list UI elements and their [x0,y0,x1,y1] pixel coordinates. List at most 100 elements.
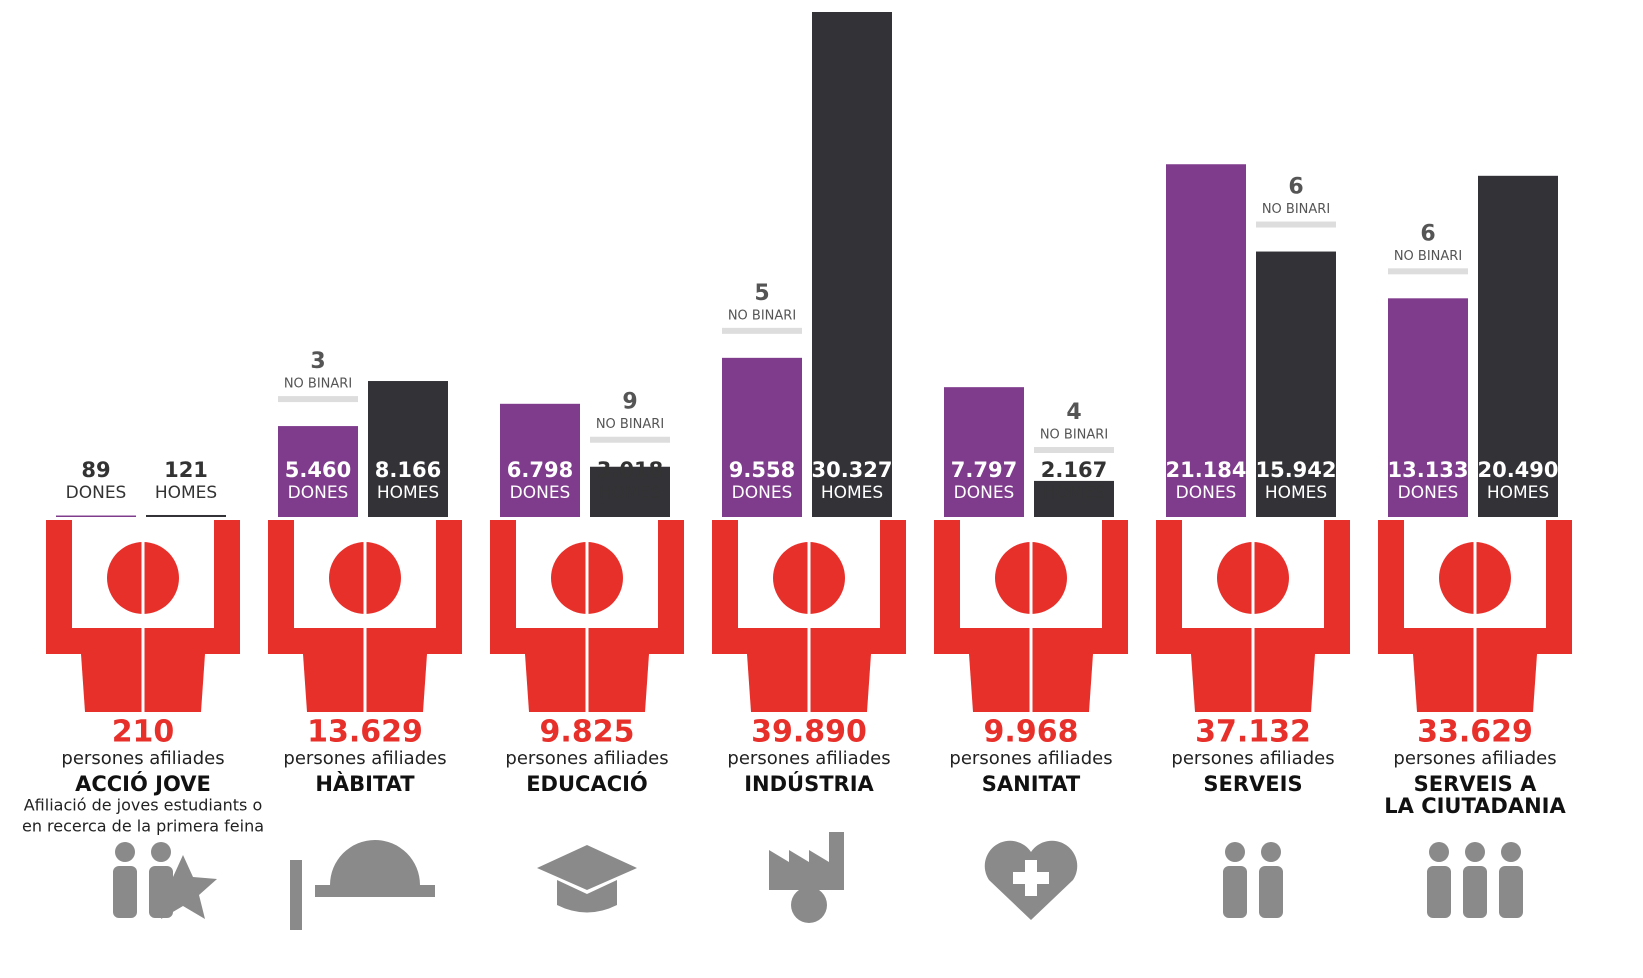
value-label: 2.167 [1041,458,1107,482]
total-caption: persones afiliades [505,748,668,769]
icon-body [1259,866,1283,918]
figure [490,520,684,712]
total-caption: persones afiliades [949,748,1112,769]
value-label: 21.184 [1165,458,1246,482]
category-line: SERVEIS A [1414,772,1537,796]
icon-tool [290,860,302,930]
figure-arm [934,520,960,640]
series-label: HOMES [1265,483,1327,503]
series-label: HOMES [377,483,439,503]
bar [812,12,892,517]
bar [146,515,226,517]
figure [1156,520,1350,712]
sector-icon [1427,842,1523,918]
category-label: HÀBITAT [315,771,415,796]
icon-head [151,842,171,862]
sector-icon [769,832,844,923]
figure-arm [1378,520,1404,640]
figure [46,520,240,712]
total-value: 37.132 [1195,715,1311,750]
total-value: 9.968 [984,715,1079,750]
value-label: 13.133 [1387,458,1468,482]
category-label: ACCIÓ JOVE [75,771,211,796]
icon-body [1427,866,1451,918]
value-label: 7.797 [951,458,1017,482]
category-label: SERVEIS [1203,772,1302,796]
icon-helmet [315,840,435,897]
bar [56,516,136,517]
figure-arm [268,520,294,640]
no-binari-label: NO BINARI [728,308,796,323]
no-binari-label: NO BINARI [596,417,664,432]
series-label: DONES [510,483,571,503]
icon-factory [769,832,844,890]
icon-cap [537,845,637,913]
category-line: LA CIUTADANIA [1384,794,1566,818]
icon-head [1465,842,1485,862]
icon-body [1223,866,1247,918]
icon-gear [791,887,827,923]
no-binari-label: NO BINARI [284,377,352,392]
category-label: INDÚSTRIA [744,771,874,796]
no-binari-underline [1256,222,1336,228]
figure-arm [46,520,72,640]
series-label: DONES [732,483,793,503]
total-caption: persones afiliades [727,748,890,769]
icon-body [1499,866,1523,918]
figure-arm [880,520,906,640]
annotation: Afiliació de joves estudiants o [24,796,263,815]
total-value: 13.629 [307,715,423,750]
figure-arm [1324,520,1350,640]
no-binari-underline [278,396,358,402]
total-caption: persones afiliades [1393,748,1556,769]
series-label: HOMES [155,483,217,503]
annotation: en recerca de la primera feina [22,817,264,836]
series-label: HOMES [1043,483,1105,503]
sector-icon [1223,842,1283,918]
value-label: 9.558 [729,458,795,482]
series-label: DONES [954,483,1015,503]
no-binari-underline [590,437,670,443]
value-label: 121 [164,458,208,482]
no-binari-value: 9 [622,390,637,415]
no-binari-value: 6 [1288,175,1303,200]
value-label: 89 [81,458,110,482]
chart: 89DONES121HOMES210persones afiliadesACCI… [0,0,1643,978]
figure-arm [490,520,516,640]
icon-head [1225,842,1245,862]
figure [712,520,906,712]
figure-arm [712,520,738,640]
figure-arm [1102,520,1128,640]
series-label: DONES [1176,483,1237,503]
no-binari-value: 3 [310,349,325,374]
sector-icon [113,842,217,919]
total-value: 9.825 [540,715,635,750]
total-value: 33.629 [1417,715,1533,750]
page: {"chart_data": {"type": "bar", "categori… [0,0,1643,978]
value-label: 8.166 [375,458,441,482]
sector-icon [537,845,637,913]
series-label: DONES [66,483,127,503]
no-binari-underline [1034,447,1114,453]
no-binari-underline [1388,268,1468,274]
no-binari-value: 5 [754,281,769,306]
series-label: DONES [1398,483,1459,503]
value-label: 3.018 [597,458,663,482]
no-binari-value: 6 [1420,221,1435,246]
series-label: HOMES [1487,483,1549,503]
icon-head [1429,842,1449,862]
total-value: 210 [112,715,175,750]
figure-arm [436,520,462,640]
value-label: 5.460 [285,458,351,482]
series-label: HOMES [599,483,661,503]
figure-arm [658,520,684,640]
icon-head [1261,842,1281,862]
figure [268,520,462,712]
series-label: HOMES [821,483,883,503]
figure [1378,520,1572,712]
no-binari-label: NO BINARI [1262,202,1330,217]
no-binari-underline [722,328,802,334]
icon-head [115,842,135,862]
value-label: 20.490 [1477,458,1558,482]
